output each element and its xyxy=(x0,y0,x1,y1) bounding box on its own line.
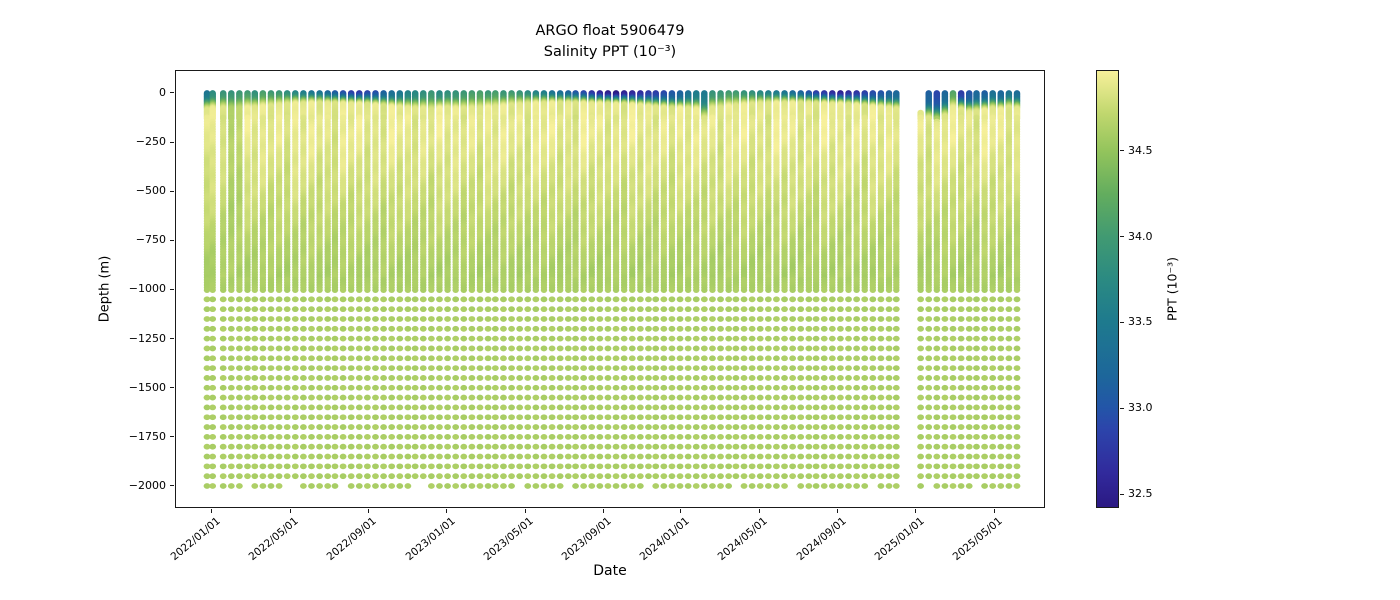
y-tick-label: 0 xyxy=(159,85,166,99)
colorbar-tick-label: 33.5 xyxy=(1128,315,1153,329)
x-tick-label: 2024/05/01 xyxy=(716,515,771,564)
x-tick-label: 2025/01/01 xyxy=(872,515,927,564)
colorbar-tick-label: 32.5 xyxy=(1128,487,1153,501)
chart-title: ARGO float 5906479 xyxy=(535,23,685,39)
chart-subtitle: Salinity PPT (10⁻³) xyxy=(543,44,677,60)
colorbar-tick-label: 34.5 xyxy=(1128,143,1153,157)
colorbar-tick-label: 34.0 xyxy=(1128,229,1153,243)
plot-area xyxy=(175,70,1045,508)
colorbar-tick-mark xyxy=(1120,321,1124,323)
y-tick-mark xyxy=(170,141,174,143)
x-tick-label: 2024/09/01 xyxy=(794,515,849,564)
y-tick-mark xyxy=(170,190,174,192)
y-tick-label: −1500 xyxy=(128,380,166,394)
y-tick-mark xyxy=(170,288,174,290)
x-tick-mark xyxy=(446,509,448,513)
x-tick-label: 2022/09/01 xyxy=(324,515,379,564)
x-tick-mark xyxy=(758,509,760,513)
y-tick-label: −750 xyxy=(135,233,166,247)
y-tick-mark xyxy=(170,338,174,340)
y-tick-label: −1750 xyxy=(128,429,166,443)
x-tick-label: 2023/09/01 xyxy=(559,515,614,564)
y-tick-label: −1000 xyxy=(128,282,166,296)
x-tick-label: 2024/01/01 xyxy=(637,515,692,564)
x-tick-mark xyxy=(211,509,213,513)
colorbar-label: PPT (10⁻³) xyxy=(1164,257,1180,321)
colorbar-tick-mark xyxy=(1120,493,1124,495)
x-tick-label: 2025/05/01 xyxy=(950,515,1006,564)
y-tick-mark xyxy=(170,92,174,94)
y-tick-mark xyxy=(170,485,174,487)
x-tick-mark xyxy=(367,509,369,513)
colorbar-gradient xyxy=(1096,70,1119,508)
x-axis-label: Date xyxy=(593,563,627,579)
y-tick-label: −500 xyxy=(135,184,166,198)
x-tick-label: 2022/05/01 xyxy=(247,515,302,564)
x-tick-label: 2023/01/01 xyxy=(403,515,458,564)
x-tick-mark xyxy=(680,509,682,513)
y-tick-label: −250 xyxy=(135,135,166,149)
x-tick-mark xyxy=(524,509,526,513)
y-tick-label: −1250 xyxy=(128,331,166,345)
x-tick-mark xyxy=(602,509,604,513)
x-tick-mark xyxy=(837,509,839,513)
y-tick-mark xyxy=(170,387,174,389)
x-tick-label: 2022/01/01 xyxy=(168,515,223,564)
x-tick-mark xyxy=(915,509,917,513)
colorbar-tick-label: 33.0 xyxy=(1128,401,1153,415)
y-tick-label: −2000 xyxy=(128,478,166,492)
colorbar-tick-mark xyxy=(1120,150,1124,152)
colorbar-tick-mark xyxy=(1120,407,1124,409)
y-tick-mark xyxy=(170,436,174,438)
x-tick-label: 2023/05/01 xyxy=(481,515,537,564)
x-tick-mark xyxy=(993,509,995,513)
x-tick-mark xyxy=(289,509,291,513)
y-tick-mark xyxy=(170,239,174,241)
colorbar-tick-mark xyxy=(1120,236,1124,238)
